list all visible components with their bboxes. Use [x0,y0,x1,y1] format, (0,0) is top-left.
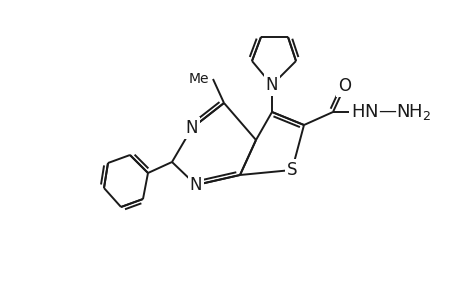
Text: N: N [190,176,202,194]
Text: O: O [338,77,351,95]
Text: N: N [265,76,278,94]
Text: N: N [185,119,198,137]
Text: Me: Me [188,72,208,86]
Text: S: S [286,161,297,179]
Text: HN—NH$_2$: HN—NH$_2$ [350,102,431,122]
